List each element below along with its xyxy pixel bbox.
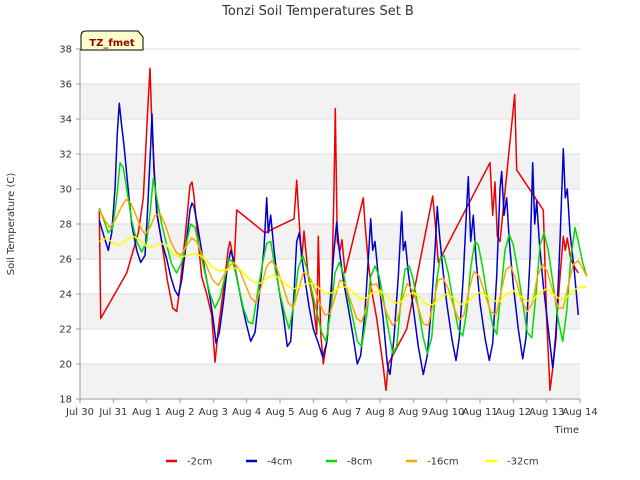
y-tick-label: 32 <box>59 150 72 161</box>
x-tick-label: Jul 30 <box>65 407 94 418</box>
legend-label: -8cm <box>347 457 372 468</box>
legend-item: -4cm <box>246 457 292 468</box>
y-tick-label: 26 <box>59 255 72 266</box>
series-line-8cmcm <box>98 161 588 355</box>
x-tick-label: Aug 10 <box>429 407 464 418</box>
y-tick-label: 38 <box>59 45 72 56</box>
x-tick-label: Aug 7 <box>332 407 361 418</box>
x-tick-label: Aug 3 <box>199 407 228 418</box>
site-tag: TZ_fmet <box>80 30 144 51</box>
x-tick-label: Aug 4 <box>232 407 261 418</box>
legend-label: -32cm <box>507 457 539 468</box>
x-tick-label: Jul 31 <box>98 407 127 418</box>
legend-label: -16cm <box>427 457 459 468</box>
plot-band <box>80 364 580 399</box>
site-tag-label: TZ_fmet <box>89 38 135 49</box>
series-layer <box>98 67 588 392</box>
y-tick-label: 36 <box>59 80 72 91</box>
x-tick-label: Aug 2 <box>165 407 194 418</box>
x-tick-label: Aug 14 <box>562 407 597 418</box>
x-axis-label: Time <box>554 425 579 436</box>
legend-item: -16cm <box>406 457 459 468</box>
legend-item: -8cm <box>326 457 372 468</box>
y-tick-label: 24 <box>59 290 72 301</box>
x-tick-label: Aug 6 <box>299 407 328 418</box>
legend-label: -4cm <box>267 457 292 468</box>
legend-item: -2cm <box>166 457 212 468</box>
x-tick-label: Aug 11 <box>462 407 497 418</box>
legend-item: -32cm <box>486 457 539 468</box>
x-tick-label: Aug 8 <box>365 407 394 418</box>
y-tick-label: 18 <box>59 395 72 406</box>
y-axis-label: Soil Temperature (C) <box>6 173 17 276</box>
legend-label: -2cm <box>187 457 212 468</box>
series-line-4cmcm <box>98 102 580 376</box>
x-tick-label: Aug 9 <box>399 407 428 418</box>
y-tick-label: 34 <box>59 115 72 126</box>
chart-title: Tonzi Soil Temperatures Set B <box>221 4 414 19</box>
x-tick-label: Aug 12 <box>496 407 531 418</box>
y-tick-label: 28 <box>59 220 72 231</box>
site-tag-box <box>80 30 144 51</box>
x-tick-label: Aug 5 <box>265 407 294 418</box>
y-tick-label: 20 <box>59 360 72 371</box>
x-tick-label: Aug 13 <box>529 407 564 418</box>
plot-band <box>80 84 580 119</box>
axes: 18 20 22 24 26 28 30 32 34 36 38 Jul 30 Jul 31 Aug 1 A… <box>59 45 597 419</box>
legend: -2cm -4cm -8cm -16cm -32cm <box>166 457 539 468</box>
y-tick-label: 22 <box>59 325 72 336</box>
series-line-16cmcm <box>98 198 588 327</box>
plot-band <box>80 154 580 189</box>
y-tick-label: 30 <box>59 185 72 196</box>
series-line-32cmcm <box>98 235 587 306</box>
x-tick-label: Aug 1 <box>132 407 161 418</box>
